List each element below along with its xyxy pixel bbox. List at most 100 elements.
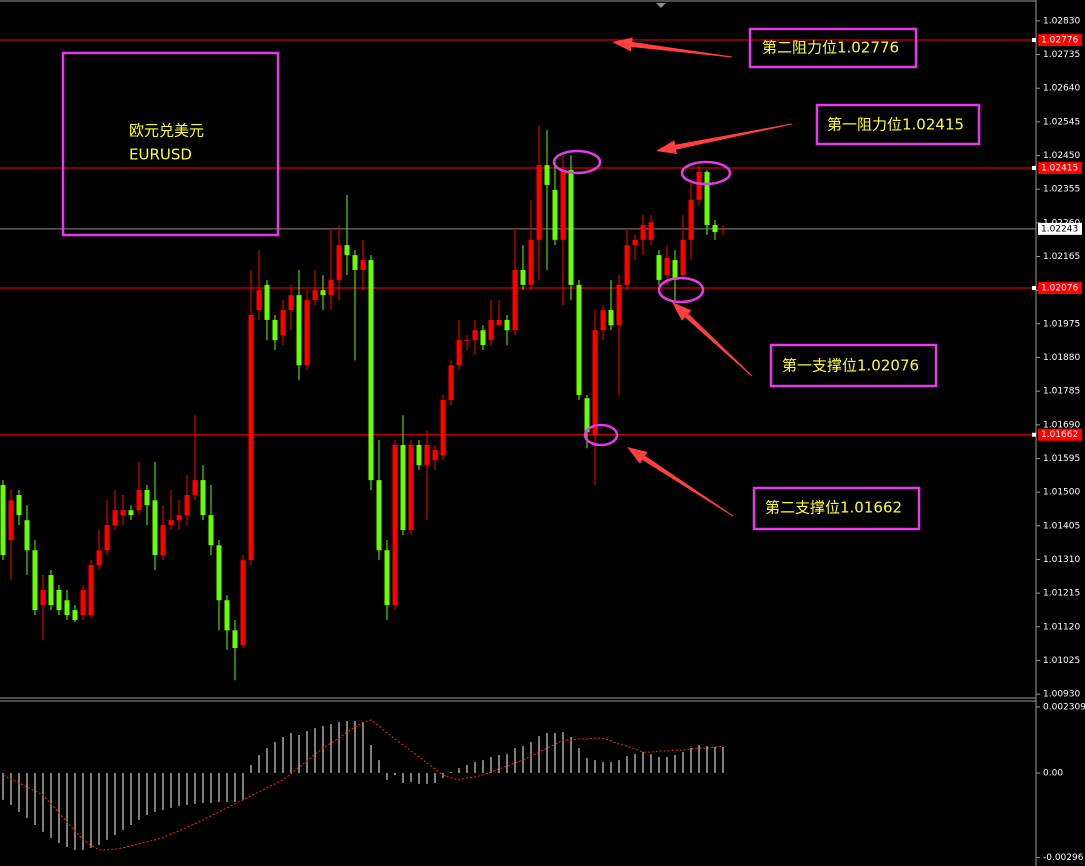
y-tick-label: 1.02355: [1043, 185, 1080, 195]
y-tick-label: 0.002309: [1043, 703, 1085, 713]
candle-body: [104, 525, 110, 551]
candle-body: [216, 545, 222, 601]
y-tick-label: 1.01120: [1043, 622, 1080, 632]
candle-body: [464, 340, 470, 342]
candle-body: [512, 269, 518, 331]
candle-body: [248, 314, 254, 561]
annotation-box: [752, 486, 921, 531]
candle-body: [208, 515, 214, 546]
y-tick-label: 1.02830: [1043, 16, 1080, 26]
candle-body: [280, 310, 286, 336]
candle-body: [688, 199, 694, 240]
candle-body: [384, 550, 390, 606]
y-tick-label: 1.01690: [1043, 420, 1080, 430]
candle-body: [40, 589, 46, 606]
arrow: [672, 302, 753, 377]
candle-body: [96, 550, 102, 566]
candle-body: [640, 224, 646, 240]
candle-body: [680, 239, 686, 275]
candle-body: [704, 171, 710, 225]
annotation-text: 欧元兑美元: [129, 122, 204, 140]
candle-body: [64, 600, 70, 616]
candle-body: [128, 510, 134, 516]
annotation-box: [769, 343, 938, 388]
candle-body: [592, 330, 598, 436]
level-tag-label: 1.02776: [1041, 36, 1078, 46]
candle-body: [568, 170, 574, 285]
candle-body: [712, 224, 718, 233]
y-tick-label: 1.01880: [1043, 353, 1080, 363]
candle-body: [632, 239, 638, 246]
candle-body: [544, 165, 550, 185]
annotation-text: 第二支撑位1.01662: [765, 499, 902, 517]
y-tick-label: 1.02450: [1043, 151, 1080, 161]
y-tick-label: 1.02735: [1043, 50, 1080, 60]
y-tick-label: 1.00930: [1043, 690, 1080, 700]
candle-body: [320, 290, 326, 296]
highlight-ellipse: [680, 160, 732, 186]
candle-body: [160, 525, 166, 556]
candle-body: [328, 279, 334, 296]
annotation-box: [748, 27, 918, 69]
candle-body: [576, 284, 582, 396]
candle-body: [496, 319, 502, 326]
candle-body: [552, 189, 558, 240]
candle-body: [360, 260, 366, 270]
annotation-text: 第一阻力位1.02415: [827, 116, 964, 134]
highlight-ellipse: [552, 149, 602, 175]
plot-area: 1.02830 1.02735 1.02640 1.02545 1.02450 1.023…: [0, 16, 1085, 863]
candle-body: [504, 319, 510, 331]
level-tag: [1038, 161, 1082, 174]
candle-body: [720, 228, 726, 230]
candle-body: [400, 445, 406, 531]
candle-body: [408, 445, 414, 531]
y-tick-label: 1.02545: [1043, 117, 1080, 127]
candle-body: [184, 494, 190, 516]
annotation-box: [815, 103, 981, 146]
candle-body: [72, 610, 78, 621]
candle-body: [648, 222, 654, 240]
level-tag: [1038, 34, 1082, 47]
candle-body: [32, 550, 38, 611]
candle-body: [456, 340, 462, 366]
candle-body: [480, 330, 486, 346]
candle-body: [48, 575, 54, 606]
y-tick-label: -0.00296: [1043, 853, 1084, 863]
y-tick-label: 1.01025: [1043, 656, 1080, 666]
candle-body: [528, 239, 534, 285]
candle-body: [560, 170, 566, 240]
candle-body: [240, 560, 246, 646]
y-tick-label: 1.02165: [1043, 252, 1080, 262]
level-marker: [1032, 432, 1036, 437]
candle-body: [56, 589, 62, 611]
level-tag-label: 1.02415: [1041, 163, 1078, 173]
arrow: [656, 123, 793, 154]
annotation-text: 第二阻力位1.02776: [762, 39, 899, 57]
candle-body: [112, 510, 118, 526]
candle-body: [288, 295, 294, 311]
candle-body: [200, 480, 206, 516]
y-tick-label: 1.01595: [1043, 454, 1080, 464]
candle-body: [696, 171, 702, 200]
candle-body: [656, 255, 662, 280]
current-price-label: 1.02243: [1041, 224, 1078, 234]
y-tick-label: 1.01975: [1043, 319, 1080, 329]
candle-body: [80, 589, 86, 616]
candle-body: [472, 330, 478, 341]
arrow: [612, 37, 733, 58]
level-tag-label: 1.01662: [1041, 430, 1078, 440]
candle-body: [352, 255, 358, 270]
level-tag: [1038, 282, 1082, 295]
shift-marker: [656, 3, 666, 8]
candle-body: [624, 245, 630, 285]
y-tick-label: 1.01500: [1043, 488, 1080, 498]
level-marker: [1032, 165, 1036, 170]
candle-body: [448, 365, 454, 401]
current-price-tag: [1038, 222, 1082, 235]
candle-body: [152, 500, 158, 556]
candle-body: [664, 257, 670, 275]
level-marker: [1032, 38, 1036, 43]
candle-body: [344, 245, 350, 256]
candle-body: [440, 400, 446, 456]
